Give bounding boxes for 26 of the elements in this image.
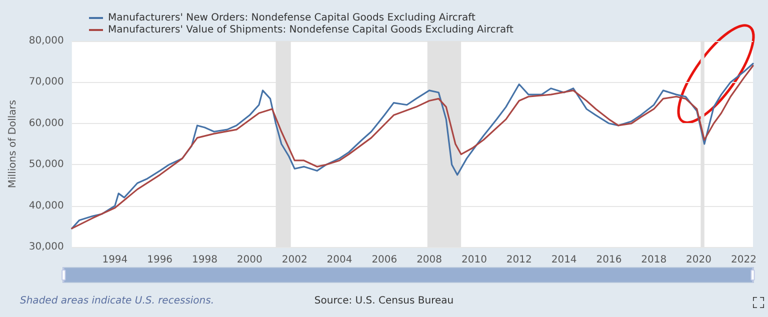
- x-tick-label: 2006: [372, 254, 398, 266]
- x-tick-label: 2014: [551, 254, 577, 266]
- x-tick-label: 2016: [596, 254, 622, 266]
- x-tick-label: 2018: [641, 254, 667, 266]
- y-tick-label: 60,000: [28, 118, 64, 129]
- x-tick-label: 1998: [192, 254, 218, 266]
- x-tick-label: 2022: [730, 254, 756, 266]
- x-tick-label: 2002: [282, 254, 308, 266]
- legend-label: Manufacturers' Value of Shipments: Nondefense Capital Goods Excluding Aircraft: [108, 24, 514, 36]
- x-tick-label: 2020: [686, 254, 712, 266]
- x-tick-label: 1996: [147, 254, 173, 266]
- source-note: Source: U.S. Census Bureau: [314, 296, 454, 306]
- legend-label: Manufacturers' New Orders: Nondefense Capital Goods Excluding Aircraft: [108, 12, 476, 24]
- y-tick-label: 80,000: [28, 36, 64, 46]
- x-tick-label: 1994: [102, 254, 128, 266]
- y-tick-label: 40,000: [28, 200, 64, 212]
- x-tick-label: 2008: [416, 254, 442, 266]
- y-tick-label: 70,000: [28, 76, 64, 88]
- y-tick-label: 30,000: [28, 242, 64, 252]
- x-tick-label: 2010: [462, 254, 487, 266]
- x-tick-label: 2004: [326, 254, 352, 266]
- text: Shaded areas indicate U.S. recessions.: [20, 296, 214, 306]
- y-axis-title: Millions of Dollars: [8, 100, 18, 188]
- x-tick-label: 2000: [236, 254, 262, 266]
- x-tick-label: 2012: [506, 254, 532, 266]
- y-tick-label: 50,000: [28, 159, 64, 170]
